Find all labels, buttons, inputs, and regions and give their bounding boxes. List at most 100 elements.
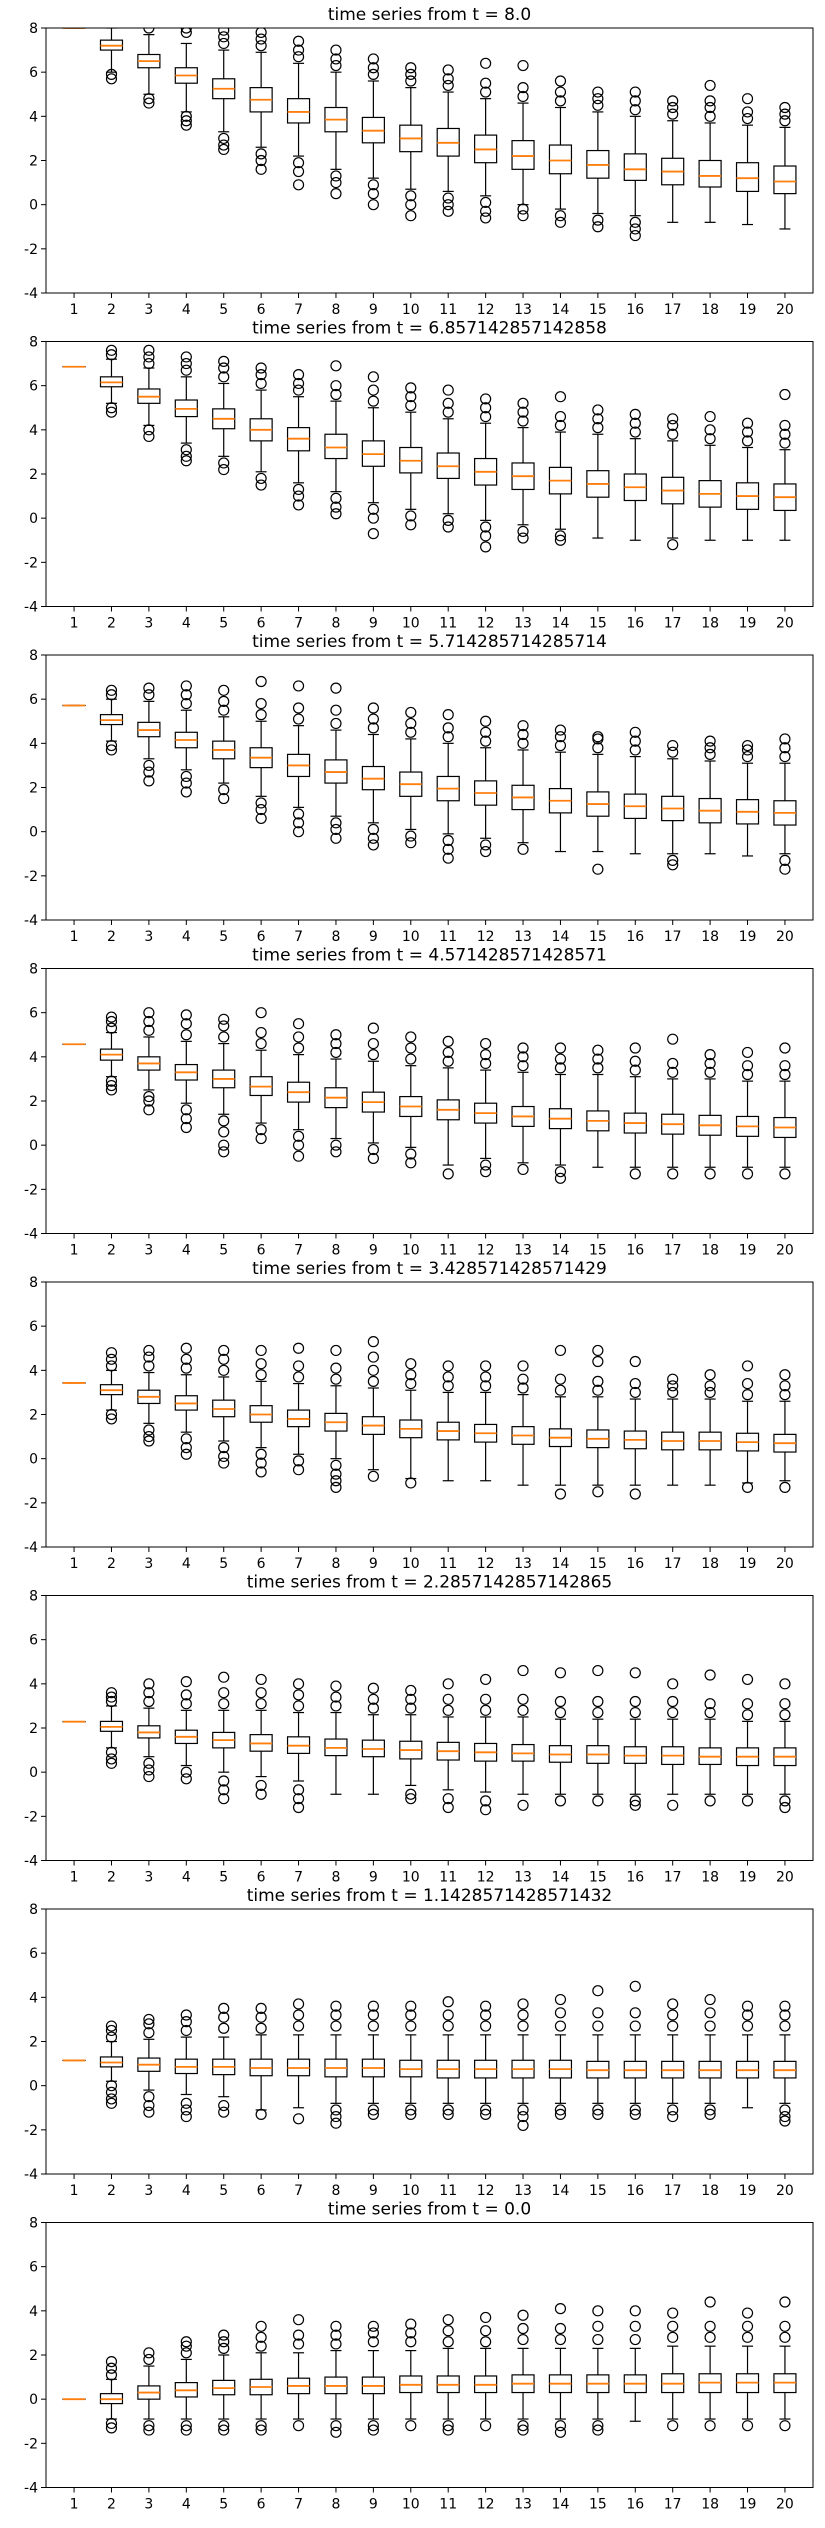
- x-tick-label: 16: [626, 302, 644, 318]
- flier-point: [442, 1046, 454, 1059]
- x-tick-label: 7: [294, 1556, 303, 1572]
- flier-point: [105, 406, 118, 418]
- flier-point: [554, 1706, 567, 1719]
- flier-point: [480, 845, 492, 858]
- x-tick-label: 5: [219, 616, 228, 632]
- flier-point: [554, 1053, 567, 1065]
- x-tick-label: 14: [552, 929, 570, 945]
- flier-point: [741, 426, 754, 438]
- chart-panel-6: time series from t = 2.2857142857142865 -…: [24, 1573, 814, 1886]
- flier-point: [779, 1389, 791, 1401]
- flier-point: [292, 808, 305, 820]
- flier-point: [180, 2347, 192, 2359]
- flier-point: [592, 2424, 604, 2436]
- flier-point: [143, 1695, 155, 1708]
- y-tick-label: 6: [29, 65, 38, 81]
- flier-point: [704, 2331, 716, 2343]
- flier-point: [330, 2320, 342, 2332]
- flier-point: [105, 1413, 118, 1425]
- box-9: [361, 702, 385, 851]
- box-2: [99, 1011, 124, 1096]
- flier-point: [442, 1704, 454, 1716]
- flier-point: [330, 1373, 342, 1385]
- y-tick-label: -4: [24, 286, 38, 302]
- flier-point: [442, 199, 454, 211]
- flier-point: [143, 97, 155, 109]
- flier-point: [629, 1064, 641, 1076]
- flier-point: [554, 210, 567, 222]
- x-tick-label: 13: [514, 1870, 532, 1886]
- box-10: [399, 1031, 423, 1169]
- flier-point: [180, 2424, 192, 2436]
- box-14: [548, 391, 573, 546]
- flier-point: [704, 1669, 716, 1681]
- flier-point: [218, 1442, 230, 1454]
- flier-point: [480, 1057, 492, 1070]
- box-15: [586, 1044, 610, 1168]
- x-tick-label: 13: [514, 1556, 532, 1572]
- flier-point: [592, 1355, 604, 1368]
- y-tick-label: 0: [29, 511, 38, 527]
- x-tick-label: 4: [182, 2183, 191, 2199]
- flier-point: [255, 1007, 267, 1019]
- flier-point: [218, 132, 230, 145]
- box-13: [511, 720, 535, 855]
- flier-point: [517, 1799, 529, 1811]
- flier-point: [779, 2320, 791, 2332]
- flier-point: [367, 1049, 379, 1061]
- y-tick-label: 6: [29, 1633, 38, 1649]
- flier-point: [629, 1706, 641, 1719]
- flier-point: [105, 2024, 118, 2037]
- flier-point: [143, 1360, 155, 1372]
- flier-point: [667, 1066, 679, 1078]
- flier-point: [480, 1673, 492, 1686]
- x-tick-label: 11: [439, 929, 457, 945]
- flier-point: [180, 455, 192, 467]
- flier-point: [517, 1382, 529, 1394]
- flier-point: [218, 784, 230, 796]
- x-tick-label: 7: [294, 2183, 303, 2199]
- flier-point: [180, 1773, 192, 1785]
- flier-point: [180, 28, 192, 39]
- box-20: [773, 388, 797, 541]
- box-5: [212, 684, 236, 805]
- flier-point: [218, 1687, 230, 1699]
- flier-point: [592, 2108, 604, 2120]
- flier-point: [330, 1344, 342, 1357]
- plot-area: [62, 1980, 797, 2132]
- flier-point: [779, 2331, 791, 2343]
- x-tick-label: 3: [144, 1556, 153, 1572]
- flier-point: [554, 1488, 567, 1500]
- x-tick-label: 20: [776, 302, 794, 318]
- flier-point: [255, 1124, 267, 1136]
- axes-frame: [45, 27, 814, 294]
- y-tick-label: 8: [29, 21, 38, 37]
- flier-point: [554, 410, 567, 423]
- axes-frame: [45, 2222, 814, 2488]
- flier-point: [255, 2340, 267, 2352]
- box-15: [586, 86, 610, 233]
- flier-point: [292, 817, 305, 829]
- chart-title: time series from t = 1.1428571428571432: [247, 1886, 613, 1906]
- flier-point: [292, 1130, 305, 1142]
- flier-point: [554, 1695, 567, 1708]
- flier-point: [367, 2336, 379, 2348]
- flier-point: [105, 2097, 118, 2109]
- flier-point: [517, 532, 529, 544]
- x-tick-label: 5: [219, 1870, 228, 1886]
- flier-point: [292, 1360, 305, 1372]
- flier-point: [629, 2020, 641, 2032]
- flier-point: [480, 726, 492, 738]
- flier-point: [330, 501, 342, 513]
- flier-point: [741, 739, 754, 752]
- flier-point: [629, 1386, 641, 1399]
- flier-point: [629, 95, 641, 107]
- chart-panel-5: time series from t = 3.428571428571429 -4…: [24, 1259, 814, 1572]
- flier-point: [667, 419, 679, 432]
- box-7: [286, 1678, 311, 1814]
- x-tick-label: 19: [739, 1556, 757, 1572]
- flier-point: [741, 1060, 754, 1072]
- box-6: [249, 675, 273, 825]
- flier-point: [105, 1011, 118, 1023]
- flier-point: [629, 735, 641, 747]
